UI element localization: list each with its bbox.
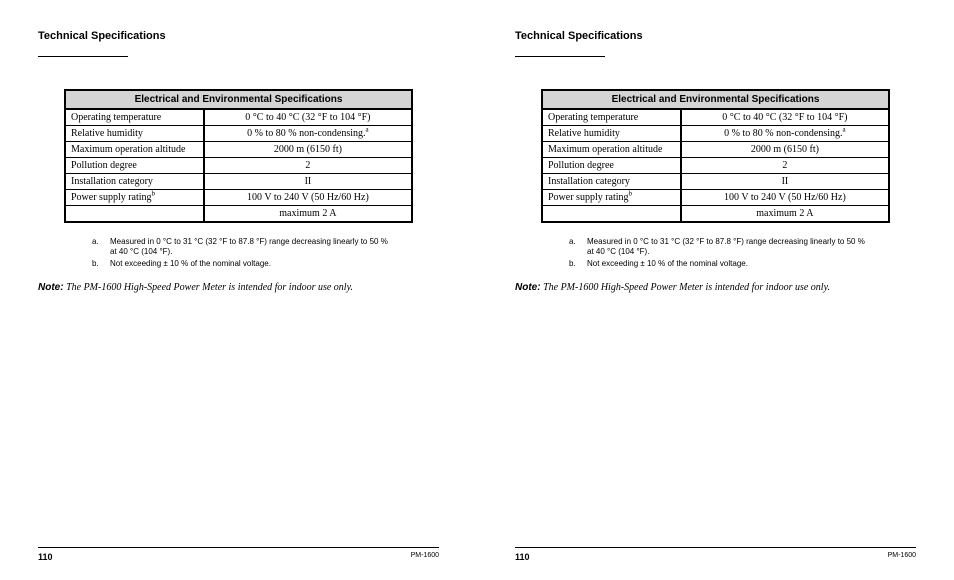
note-text: The PM-1600 High-Speed Power Meter is in… [66,282,353,293]
table-cell-label: Installation category [65,174,204,190]
table-cell-label: Relative humidity [65,126,204,142]
footnote-key: a. [92,237,102,258]
note-label: Note: [38,282,64,293]
table-cell-label: Maximum operation altitude [542,142,681,158]
footer-model: PM-1600 [888,552,916,562]
table-cell-value: 0 % to 80 % non-condensing.a [204,126,412,142]
table-cell-value: 2 [681,158,889,174]
footnote-key: b. [569,259,579,269]
footnote: b. Not exceeding ± 10 % of the nominal vo… [92,259,393,269]
table-cell-value: 100 V to 240 V (50 Hz/60 Hz) [204,190,412,206]
section-rule [38,56,128,57]
footnote-key: a. [569,237,579,258]
footnote: b. Not exceeding ± 10 % of the nominal vo… [569,259,870,269]
page-right: Technical Specifications Electrical and … [477,0,954,580]
note-text: The PM-1600 High-Speed Power Meter is in… [543,282,830,293]
table-cell-label: Relative humidity [542,126,681,142]
footnote-text: Measured in 0 °C to 31 °C (32 °F to 87.8… [110,237,393,258]
footer-rule [38,547,439,548]
table-cell-value: 0 % to 80 % non-condensing.a [681,126,889,142]
table-cell-value: maximum 2 A [681,206,889,223]
footnotes: a. Measured in 0 °C to 31 °C (32 °F to 87… [515,237,916,270]
table-cell-label: Maximum operation altitude [65,142,204,158]
footnote-key: b. [92,259,102,269]
page-footer: 110 PM-1600 [515,547,916,562]
table-cell-value: 2000 m (6150 ft) [681,142,889,158]
footer-model: PM-1600 [411,552,439,562]
table-cell-label [65,206,204,223]
note-label: Note: [515,282,541,293]
footnote-text: Not exceeding ± 10 % of the nominal volt… [110,259,271,269]
footnote: a. Measured in 0 °C to 31 °C (32 °F to 87… [569,237,870,258]
table-body: Operating temperature0 °C to 40 °C (32 °… [542,109,889,222]
section-title: Technical Specifications [38,30,439,42]
footnote-text: Measured in 0 °C to 31 °C (32 °F to 87.8… [587,237,870,258]
footer-rule [515,547,916,548]
page-number: 110 [515,552,530,562]
table-cell-value: 2 [204,158,412,174]
table-cell-value: 2000 m (6150 ft) [204,142,412,158]
table-cell-label: Pollution degree [542,158,681,174]
footnotes: a. Measured in 0 °C to 31 °C (32 °F to 87… [38,237,439,270]
table-body: Operating temperature0 °C to 40 °C (32 °… [65,109,412,222]
table-cell-value: 0 °C to 40 °C (32 °F to 104 °F) [681,109,889,126]
table-header: Electrical and Environmental Specificati… [542,90,889,109]
footnote-text: Not exceeding ± 10 % of the nominal volt… [587,259,748,269]
table-cell-value: II [681,174,889,190]
page-number: 110 [38,552,53,562]
spec-table-wrap: Electrical and Environmental Specificati… [515,89,916,223]
spec-table-wrap: Electrical and Environmental Specificati… [38,89,439,223]
table-cell-label: Power supply ratingb [65,190,204,206]
table-cell-label: Operating temperature [542,109,681,126]
page-footer: 110 PM-1600 [38,547,439,562]
table-cell-value: 0 °C to 40 °C (32 °F to 104 °F) [204,109,412,126]
table-cell-value: 100 V to 240 V (50 Hz/60 Hz) [681,190,889,206]
table-cell-value: maximum 2 A [204,206,412,223]
spec-table: Electrical and Environmental Specificati… [64,89,413,223]
spec-table: Electrical and Environmental Specificati… [541,89,890,223]
table-cell-value: II [204,174,412,190]
table-cell-label: Operating temperature [65,109,204,126]
section-title: Technical Specifications [515,30,916,42]
page-left: Technical Specifications Electrical and … [0,0,477,580]
table-header: Electrical and Environmental Specificati… [65,90,412,109]
table-cell-label: Installation category [542,174,681,190]
note-line: Note: The PM-1600 High-Speed Power Meter… [515,282,916,293]
table-cell-label: Power supply ratingb [542,190,681,206]
table-cell-label: Pollution degree [65,158,204,174]
footnote: a. Measured in 0 °C to 31 °C (32 °F to 87… [92,237,393,258]
note-line: Note: The PM-1600 High-Speed Power Meter… [38,282,439,293]
section-rule [515,56,605,57]
table-cell-label [542,206,681,223]
